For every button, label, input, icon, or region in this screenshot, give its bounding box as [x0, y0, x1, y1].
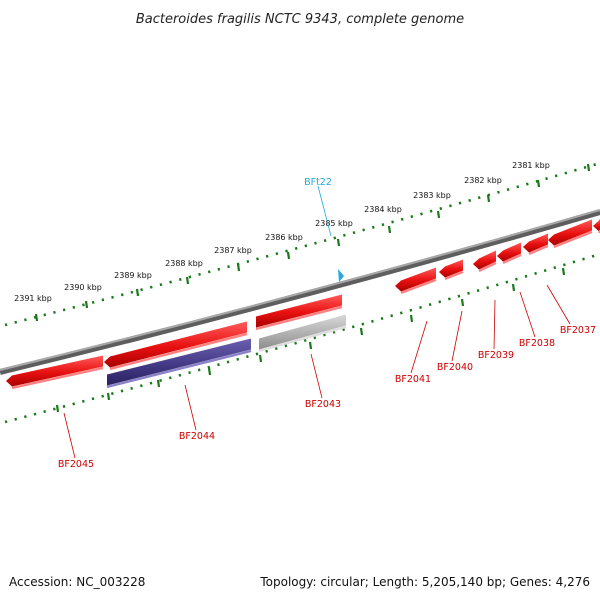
scale-tick: [409, 314, 414, 323]
gene-leader-line: [546, 284, 571, 325]
gene-bf2038[interactable]: [497, 242, 522, 264]
gene-leader-line: [519, 291, 536, 338]
scale-label: 2391 kbp: [14, 294, 52, 303]
gene-leader-line: [184, 384, 197, 431]
accession-text: Accession: NC_003228: [9, 575, 145, 589]
scale-label: 2389 kbp: [114, 271, 152, 280]
scale-tick: [486, 194, 491, 203]
scale-tick: [561, 267, 566, 276]
scale-tick: [55, 404, 60, 413]
scale-tick: [460, 298, 465, 307]
gene-label-bf2043[interactable]: BF2043: [305, 399, 341, 410]
gene-bf2041[interactable]: [395, 267, 437, 295]
scale-tick: [286, 251, 291, 260]
scale-label: 2382 kbp: [464, 176, 502, 185]
gene-leader-line: [310, 353, 323, 399]
scale-tick: [236, 263, 241, 272]
gene-leader-line: [63, 412, 76, 459]
gene-bf2037[interactable]: [523, 233, 549, 256]
gene-bf2036[interactable]: [548, 219, 593, 249]
trna-leader-line: [317, 185, 332, 237]
outer-scale-dots: [4, 162, 598, 327]
scale-tick: [511, 283, 516, 292]
scale-tick: [536, 179, 541, 188]
gene-partial[interactable]: [593, 218, 600, 234]
scale-tick: [258, 354, 263, 363]
scale-label: 2386 kbp: [265, 233, 303, 242]
gene-labels: BF2037 BF2038 BF2039 BF2040 BF2041 BF2043 BF20…: [58, 284, 596, 470]
gene-label-bf2044[interactable]: BF2044: [179, 431, 215, 442]
gene-bf2044[interactable]: [104, 321, 248, 371]
gene-leader-line: [493, 299, 496, 350]
gene-label-bf2045[interactable]: BF2045: [58, 459, 94, 470]
gene-label-bf2041[interactable]: BF2041: [395, 374, 431, 385]
scale-tick: [135, 288, 140, 297]
gene-bf2039[interactable]: [473, 250, 497, 272]
genome-backbone-highlight: [0, 209, 600, 371]
gene-features: [6, 218, 600, 390]
gene-label-bf2038[interactable]: BF2038: [519, 338, 555, 349]
track-purple[interactable]: [106, 338, 252, 389]
gene-bf2040[interactable]: [439, 259, 464, 281]
scale-tick: [436, 210, 441, 219]
scale-label: 2384 kbp: [364, 205, 402, 214]
scale-label: 2390 kbp: [64, 283, 102, 292]
scale-tick: [207, 367, 212, 376]
scale-tick: [156, 379, 161, 388]
scale-tick: [84, 300, 89, 309]
outer-scale-ticks: [34, 163, 591, 322]
map-title: Bacteroides fragilis NCTC 9343, complete…: [136, 12, 464, 27]
gene-leader-line: [410, 320, 428, 374]
genome-backbone: [0, 209, 600, 375]
scale-label: 2385 kbp: [315, 219, 353, 228]
track-gray[interactable]: [258, 314, 347, 353]
trna-marker[interactable]: [338, 269, 344, 282]
scale-tick: [586, 163, 591, 172]
inner-scale-ticks: [55, 267, 566, 413]
trna-label: BFt22: [304, 177, 332, 188]
scale-tick: [308, 341, 313, 350]
scale-tick: [387, 225, 392, 234]
scale-label: 2381 kbp: [512, 161, 550, 170]
gene-label-bf2039[interactable]: BF2039: [478, 350, 514, 361]
gene-bf2043[interactable]: [255, 294, 343, 331]
gene-label-bf2040[interactable]: BF2040: [437, 362, 473, 373]
gene-label-bf2037[interactable]: BF2037: [560, 325, 596, 336]
gene-leader-line: [451, 310, 463, 362]
scale-tick: [359, 327, 364, 336]
scale-tick: [106, 392, 111, 401]
scale-tick: [185, 276, 190, 285]
scale-label: 2383 kbp: [413, 191, 451, 200]
scale-tick: [34, 313, 39, 322]
genome-summary-text: Topology: circular; Length: 5,205,140 bp…: [259, 575, 590, 589]
scale-label: 2388 kbp: [165, 259, 203, 268]
gene-bf2045[interactable]: [6, 355, 104, 390]
scale-tick: [336, 238, 341, 247]
scale-labels: 2381 kbp 2382 kbp 2383 kbp 2384 kbp 2385 kbp…: [14, 161, 550, 303]
scale-label: 2387 kbp: [214, 246, 252, 255]
